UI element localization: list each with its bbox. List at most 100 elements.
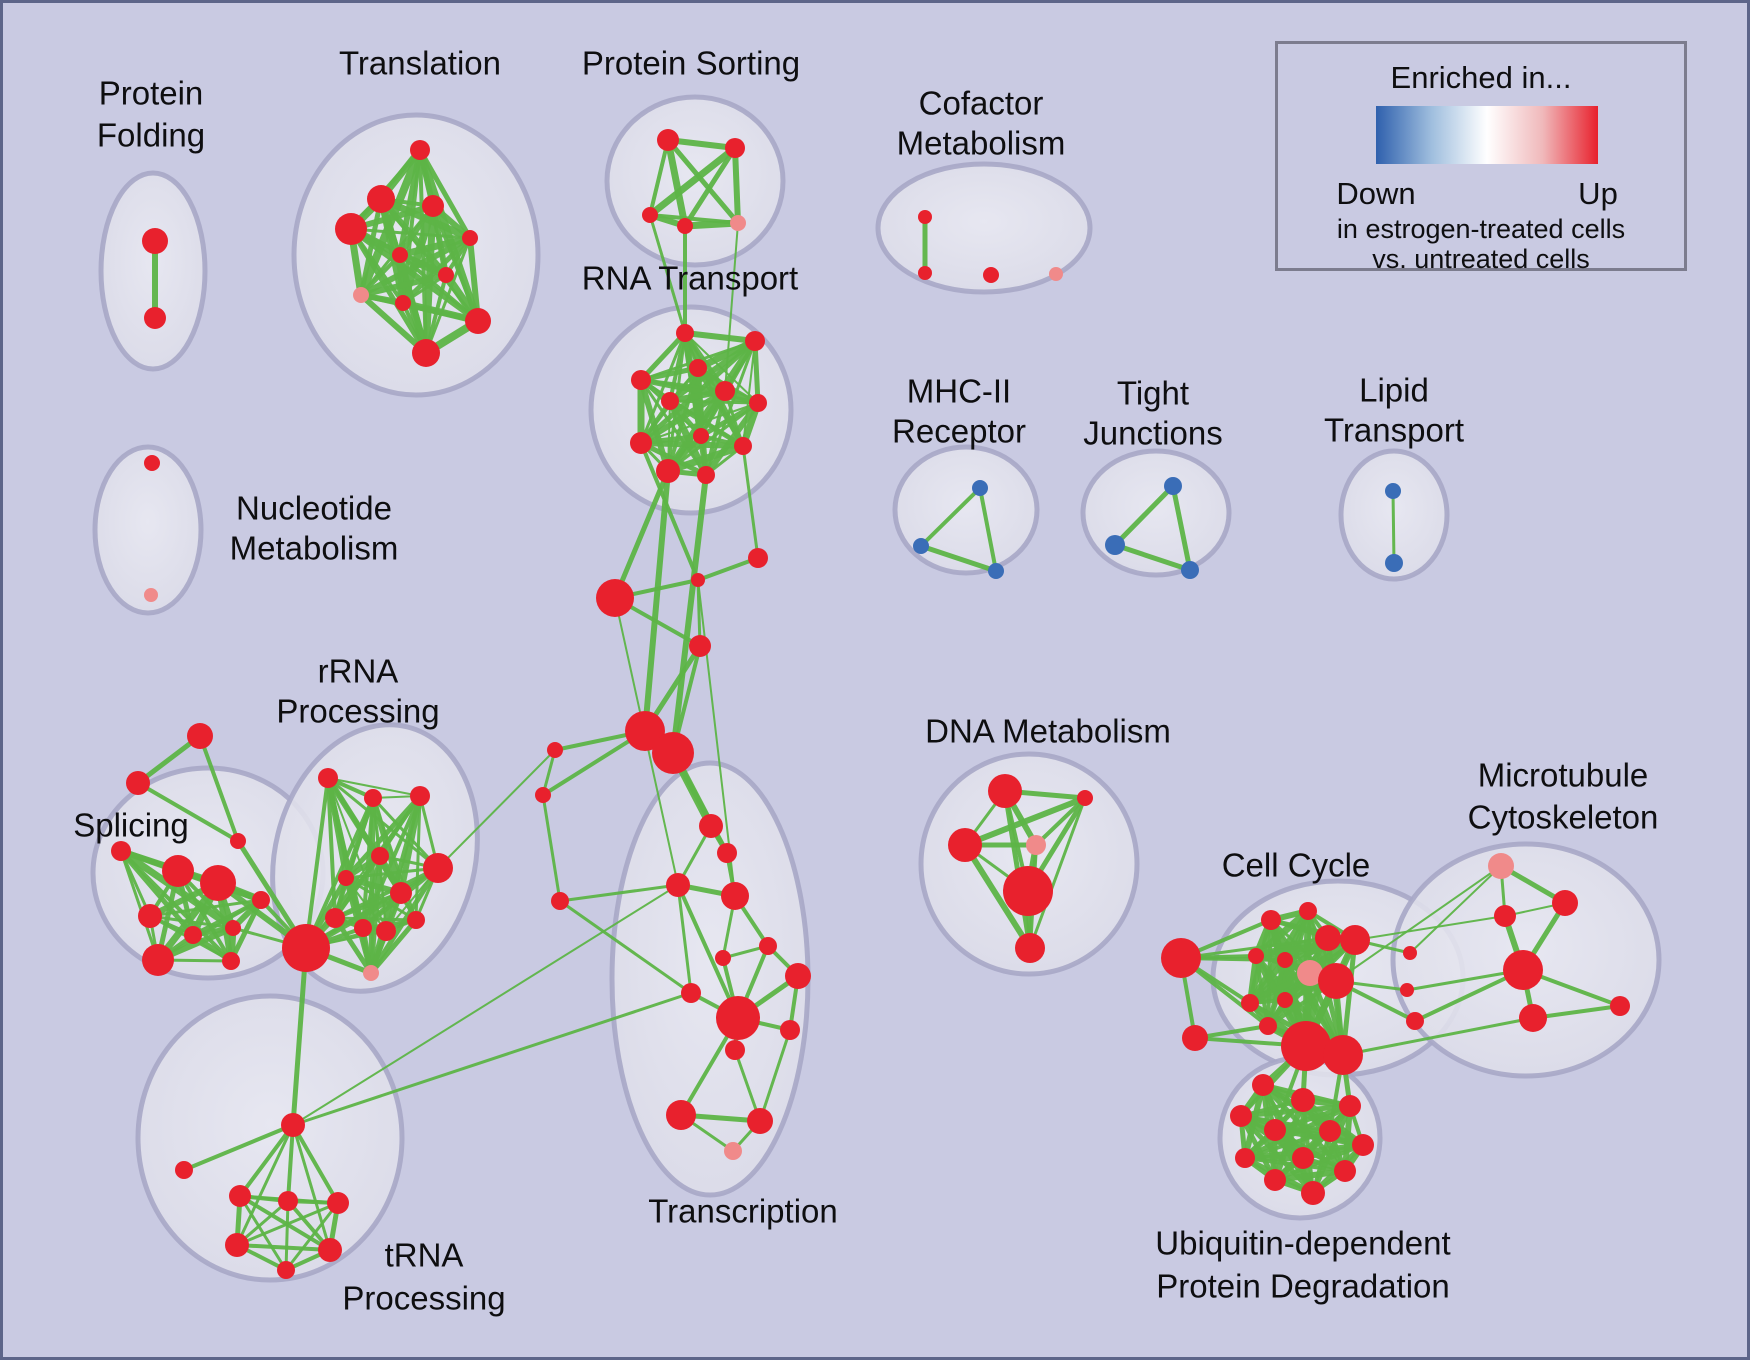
node-cc10 — [1259, 1017, 1277, 1035]
node-s5 — [142, 944, 174, 976]
edge-rna-transport — [664, 442, 747, 475]
legend-down-label: Down — [1336, 176, 1416, 211]
edge-dna-metabolism — [962, 842, 1033, 951]
edge-m1-m2 — [918, 543, 999, 574]
edge-cc12-mt4 — [1341, 1016, 1535, 1057]
node-t9 — [465, 308, 491, 334]
edge-protein-sorting — [664, 136, 689, 230]
node-t1 — [367, 185, 395, 213]
node-cc8 — [1241, 994, 1259, 1012]
node-r11 — [697, 466, 715, 484]
node-cc5 — [1277, 952, 1293, 968]
node-n0 — [144, 455, 160, 471]
node-ps3 — [677, 218, 693, 234]
node-u0 — [1252, 1074, 1274, 1096]
edge-tr2-tr9 — [676, 883, 740, 1020]
node-o1 — [1182, 1025, 1208, 1051]
edge-c1-c2 — [696, 556, 760, 582]
node-mt1 — [1552, 890, 1578, 916]
edge-dna-metabolism — [1028, 796, 1087, 950]
edge-o0-cc2 — [1179, 936, 1330, 960]
cluster-label-cofactor-metabolism-line1: Cofactor — [919, 85, 1044, 122]
edge-ubiquitin-degradation — [1238, 1103, 1353, 1119]
cluster-label-rna-transport-line1: RNA Transport — [582, 260, 798, 297]
cluster-label-lipid-transport-line2: Transport — [1324, 412, 1464, 449]
node-s0 — [162, 855, 194, 887]
edge-splicing — [156, 898, 263, 962]
edge-splicing — [119, 849, 160, 962]
node-h0 — [282, 924, 330, 972]
node-c1 — [691, 573, 705, 587]
edge-x0-x2 — [198, 734, 240, 843]
node-mt2 — [1494, 905, 1516, 927]
node-mt3 — [1503, 950, 1543, 990]
node-d1 — [1077, 790, 1093, 806]
node-r9 — [734, 437, 752, 455]
node-tr8 — [785, 963, 811, 989]
edge-tn5-tn6 — [235, 1243, 332, 1252]
node-tn5 — [225, 1233, 249, 1257]
node-u7 — [1235, 1148, 1255, 1168]
node-o0 — [1161, 938, 1201, 978]
cluster-label-transcription-line1: Transcription — [648, 1193, 838, 1230]
edge-protein-sorting — [665, 137, 738, 151]
node-d4 — [1003, 866, 1053, 916]
edge-dna-metabolism — [1034, 796, 1087, 847]
edge-protein-sorting — [665, 137, 741, 226]
edge-rrna-processing — [332, 915, 374, 976]
cluster-ellipse-nucleotide-metabolism — [92, 444, 204, 616]
node-u8 — [1292, 1147, 1314, 1169]
node-tn0 — [281, 1113, 305, 1137]
node-m0 — [972, 480, 988, 496]
edge-tn0-tn4 — [291, 1123, 340, 1205]
node-cc1 — [1299, 902, 1317, 920]
node-g11 — [363, 965, 379, 981]
node-ps1 — [725, 138, 745, 158]
edge-tn0-tn3 — [286, 1123, 295, 1203]
cluster-label-dna-metabolism-line1: DNA Metabolism — [925, 713, 1171, 750]
edge-rrna-processing — [304, 776, 330, 950]
node-j0 — [1164, 477, 1182, 495]
edge-cc3-mt2 — [1354, 915, 1506, 941]
edge-cell-cycle — [1247, 957, 1288, 1006]
node-s8 — [111, 841, 131, 861]
edge-c7-tr4 — [541, 793, 562, 903]
edge-tn0-tn6 — [291, 1123, 332, 1252]
cluster-ellipse-cofactor-metabolism — [875, 161, 1093, 295]
node-c2 — [748, 548, 768, 568]
node-u6 — [1352, 1134, 1374, 1156]
node-ps0 — [657, 129, 679, 151]
node-c0 — [596, 579, 634, 617]
cluster-ellipse-trna-processing — [135, 993, 405, 1283]
node-r5 — [715, 381, 735, 401]
node-f3 — [1049, 267, 1063, 281]
node-mt5 — [1610, 996, 1630, 1016]
edge-r8-c1 — [639, 441, 700, 582]
edge-rna-transport — [682, 330, 758, 344]
edge-ps4-r5 — [724, 222, 739, 392]
node-m2 — [988, 563, 1004, 579]
node-s1 — [200, 865, 236, 901]
node-s2 — [138, 904, 162, 928]
node-j1 — [1105, 535, 1125, 555]
node-cc11 — [1281, 1021, 1331, 1071]
edge-rrna-processing — [361, 794, 422, 930]
node-s3 — [184, 926, 202, 944]
node-r4 — [661, 392, 679, 410]
edge-tn0-tn5 — [235, 1123, 295, 1247]
edge-rrna-processing — [343, 793, 423, 881]
cluster-ellipse-dna-metabolism — [918, 751, 1140, 977]
edge-rna-transport — [668, 399, 760, 405]
edge-tr4-tr2 — [558, 883, 680, 903]
edge-h0-tn0 — [290, 945, 309, 1128]
edge-j0-j1 — [1112, 483, 1176, 548]
node-g2 — [410, 786, 430, 806]
node-g5 — [390, 882, 412, 904]
edge-translation — [358, 272, 449, 298]
node-tr13 — [747, 1108, 773, 1134]
edge-translation — [467, 235, 481, 324]
edge-l0-l1 — [1391, 489, 1396, 565]
node-g6 — [423, 853, 453, 883]
cluster-label-rrna-processing-line1: rRNA — [318, 653, 399, 690]
node-tr2 — [666, 873, 690, 897]
